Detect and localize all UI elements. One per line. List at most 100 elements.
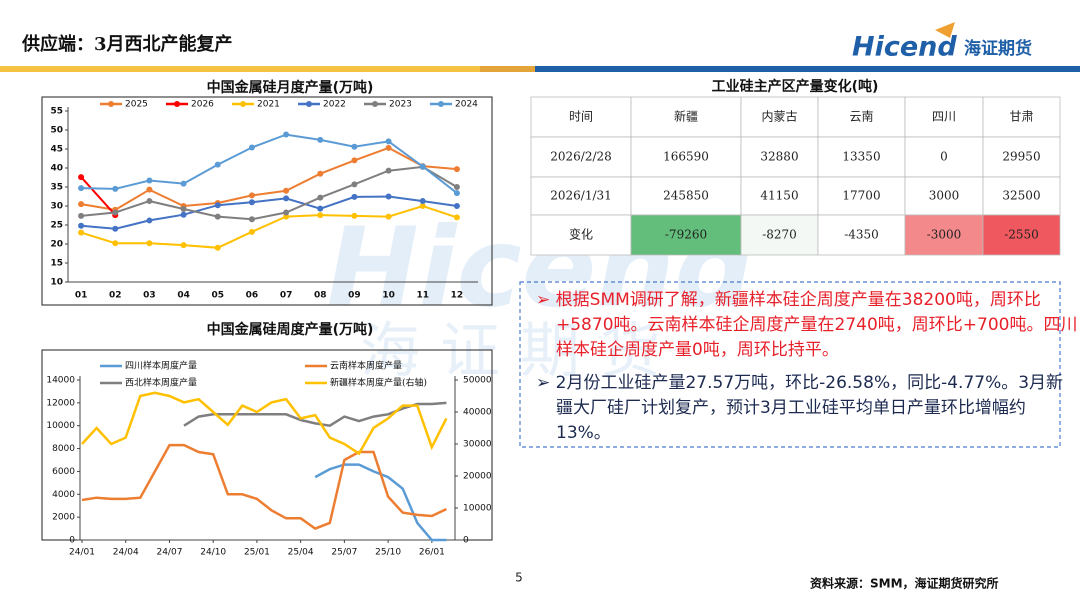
point	[112, 240, 119, 247]
x-tick-label: 06	[246, 291, 259, 301]
table-text: 内蒙古	[761, 109, 797, 124]
table-text: 四川	[932, 110, 956, 124]
y-tick-label: 30	[50, 202, 63, 212]
table-cell	[740, 176, 819, 216]
page-number: 5	[515, 571, 523, 585]
point	[78, 212, 85, 219]
y2-tick-label: 10000	[463, 504, 492, 514]
y-tick-label: 0	[69, 536, 75, 546]
x-tick-label: 10	[382, 291, 395, 301]
point	[385, 167, 392, 174]
point	[112, 185, 119, 192]
y-tick-label: 45	[50, 145, 63, 155]
x-tick-label: 08	[314, 291, 327, 301]
bullet: ➢ 根据SMM调研了解，新疆样本硅企周度产量在38200吨，周环比+5870吨。…	[530, 288, 1078, 363]
x-tick-label: 01	[75, 291, 88, 301]
y-tick-label: 35	[50, 183, 63, 193]
logo-cn: 海证期货	[964, 38, 1032, 59]
point	[453, 214, 460, 221]
x-tick-label: 02	[109, 291, 122, 301]
series-line	[80, 146, 457, 211]
chart-title: 中国金属硅周度产量(万吨)	[207, 321, 374, 338]
point	[453, 166, 460, 173]
point	[180, 206, 187, 213]
watermark-cn: 海证期货	[360, 317, 680, 387]
point	[78, 229, 85, 236]
point	[248, 228, 255, 235]
point	[351, 181, 358, 188]
series-line	[80, 176, 117, 216]
point	[283, 187, 290, 194]
legend-label: 西北样本周度产量	[125, 377, 197, 389]
point	[317, 170, 324, 177]
point	[248, 192, 255, 199]
x-tick-label: 12	[451, 291, 464, 301]
point	[78, 174, 85, 181]
stripe	[0, 66, 480, 72]
y2-tick-label: 30000	[463, 440, 492, 450]
table-text: 29950	[1002, 150, 1040, 164]
slide-title: 供应端：3月西北产能复产	[21, 33, 233, 55]
x-tick-label: 03	[143, 291, 156, 301]
series-line	[183, 401, 447, 428]
table-text: 3000	[929, 189, 960, 203]
legend-label: 2024	[455, 100, 478, 110]
legend-marker	[438, 101, 444, 107]
x-tick-label: 05	[211, 291, 224, 301]
y-tick-label: 50	[50, 126, 63, 136]
point	[214, 161, 221, 168]
point	[317, 205, 324, 212]
x-tick-label: 11	[416, 291, 429, 301]
point	[419, 163, 426, 170]
table-cell	[982, 136, 1061, 178]
table-text: 245850	[663, 189, 709, 203]
y-tick-label: 40	[50, 164, 63, 174]
y-tick-label: 2000	[52, 513, 75, 523]
y2-tick-label: 0	[463, 536, 469, 546]
series-line	[81, 133, 458, 194]
point	[351, 193, 358, 200]
point	[112, 225, 119, 232]
series-line	[81, 195, 458, 230]
table-cell	[904, 136, 984, 178]
table-text: 时间	[569, 110, 593, 124]
point	[78, 185, 85, 192]
point	[385, 144, 392, 151]
point	[214, 202, 221, 209]
point	[453, 203, 460, 209]
point	[453, 184, 460, 190]
series-line	[81, 391, 448, 456]
table-cell	[982, 214, 1061, 256]
table-text: 32500	[1002, 189, 1040, 203]
bullet-text: 根据SMM调研了解，新疆样本硅企周度产量在38200吨，周环比+5870吨。云南…	[555, 290, 1078, 360]
logo-flag	[935, 22, 955, 38]
x-tick-label: 25/04	[288, 548, 314, 558]
bullet: ➢ 2月份工业硅产量27.57万吨，环比-26.58%，同比-4.77%。3月新…	[530, 371, 1078, 446]
point	[78, 201, 85, 208]
legend-label: 新疆样本周度产量(右轴)	[330, 377, 427, 389]
legend-label: 四川样本周度产量	[125, 360, 197, 372]
legend-label: 2025	[125, 100, 148, 110]
point	[146, 177, 153, 184]
point	[317, 136, 324, 143]
y-tick-label: 20	[50, 240, 63, 250]
table-cell	[817, 176, 906, 216]
legend-label: 2023	[389, 100, 412, 110]
x-tick-label: 25/10	[375, 548, 401, 558]
bullet-icon: ➢	[536, 373, 556, 393]
table-cell	[530, 214, 632, 256]
legend-marker	[240, 101, 246, 107]
bullet-text: 2月份工业硅产量27.57万吨，环比-26.58%，同比-4.77%。3月新疆大…	[555, 373, 1064, 443]
x-tick-label: 07	[280, 291, 293, 301]
legend-label: 云南样本周度产量	[330, 360, 402, 372]
point	[385, 193, 392, 200]
y-tick-label: 4000	[52, 490, 75, 500]
point	[453, 190, 460, 197]
x-tick-label: 24/10	[200, 548, 226, 558]
y-tick-label: 6000	[52, 467, 75, 477]
point	[146, 240, 153, 247]
point	[351, 157, 358, 164]
y-tick-label: 8000	[52, 444, 75, 454]
